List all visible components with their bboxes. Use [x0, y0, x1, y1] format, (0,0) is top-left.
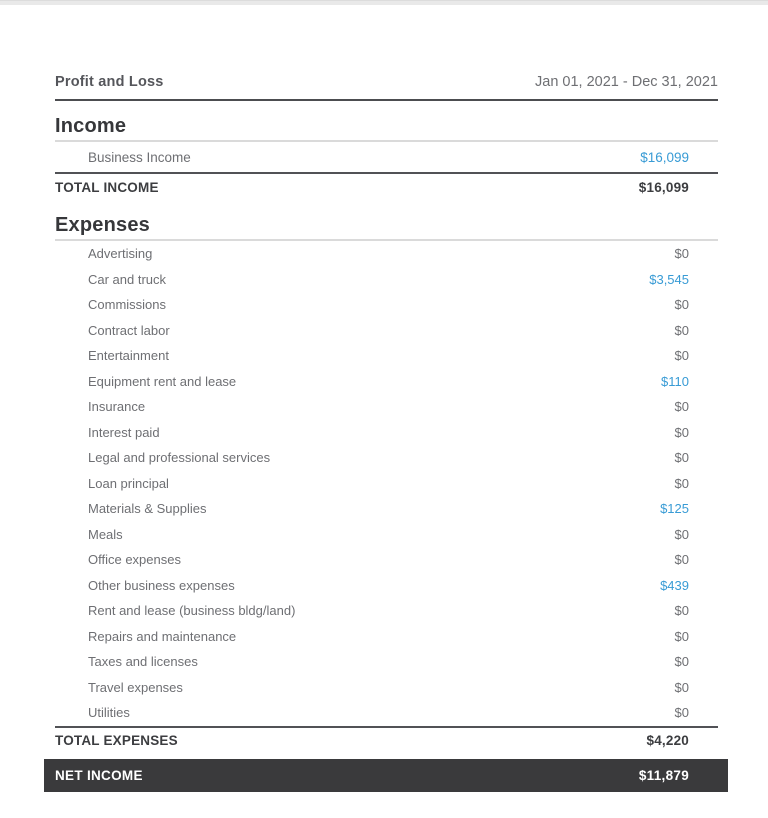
- row-amount-link[interactable]: $439: [660, 577, 689, 593]
- row-label: Materials & Supplies: [88, 501, 207, 517]
- row-amount: $0: [674, 628, 689, 644]
- row-label: Equipment rent and lease: [88, 373, 237, 389]
- row-label: Travel expenses: [88, 679, 183, 695]
- report-row: Travel expenses $0: [55, 675, 718, 701]
- report-title: Profit and Loss: [55, 74, 164, 90]
- row-amount: $0: [674, 424, 689, 440]
- top-strip: [0, 0, 768, 5]
- report-row: Meals $0: [55, 522, 718, 548]
- net-income-value: $11,879: [638, 767, 689, 783]
- expenses-section: Expenses Advertising $0 Car and truck $3,54…: [55, 214, 718, 754]
- report-row: Rent and lease (business bldg/land) $0: [55, 598, 718, 624]
- report-row: Equipment rent and lease $110: [55, 369, 718, 395]
- total-expenses-value: $4,220: [646, 733, 689, 748]
- row-amount: $0: [674, 450, 689, 466]
- report-row: Business Income $16,099: [55, 142, 718, 172]
- profit-and-loss-report: Profit and Loss Jan 01, 2021 - Dec 31, 2…: [0, 5, 768, 792]
- report-row: Legal and professional services $0: [55, 445, 718, 471]
- row-label: Office expenses: [88, 552, 181, 568]
- row-label: Other business expenses: [88, 577, 235, 593]
- row-label: Insurance: [88, 399, 146, 415]
- report-row: Office expenses $0: [55, 547, 718, 573]
- row-label: Repairs and maintenance: [88, 628, 237, 644]
- income-section-heading: Income: [55, 115, 718, 142]
- row-amount: $0: [674, 246, 689, 262]
- report-row: Other business expenses $439: [55, 573, 718, 599]
- row-amount: $0: [674, 348, 689, 364]
- report-row: Commissions $0: [55, 292, 718, 318]
- total-expenses-row: TOTAL EXPENSES $4,220: [55, 725, 718, 754]
- row-amount-link[interactable]: $110: [661, 373, 689, 389]
- row-label: Contract labor: [88, 322, 170, 338]
- report-row: Interest paid $0: [55, 420, 718, 446]
- row-label: Car and truck: [88, 271, 167, 287]
- report-row: Car and truck $3,545: [55, 267, 718, 293]
- row-label: Rent and lease (business bldg/land): [88, 603, 296, 619]
- report-row: Entertainment $0: [55, 343, 718, 369]
- row-amount-link[interactable]: $125: [660, 501, 689, 517]
- row-amount: $0: [674, 297, 689, 313]
- total-income-row: TOTAL INCOME $16,099: [55, 172, 718, 200]
- report-row: Materials & Supplies $125: [55, 496, 718, 522]
- row-amount-link[interactable]: $16,099: [640, 149, 689, 165]
- report-row: Repairs and maintenance $0: [55, 624, 718, 650]
- report-row: Contract labor $0: [55, 318, 718, 344]
- report-row: Loan principal $0: [55, 471, 718, 497]
- row-label: Advertising: [88, 246, 153, 262]
- row-amount: $0: [674, 322, 689, 338]
- net-income-bar: NET INCOME $11,879: [44, 758, 728, 792]
- row-amount: $0: [674, 603, 689, 619]
- expenses-rows: Advertising $0 Car and truck $3,545 Commissi…: [55, 241, 718, 726]
- report-row: Insurance $0: [55, 394, 718, 420]
- report-header: Profit and Loss Jan 01, 2021 - Dec 31, 2…: [55, 72, 718, 101]
- row-label: Commissions: [88, 297, 167, 313]
- row-amount: $0: [674, 654, 689, 670]
- row-label: Loan principal: [88, 475, 169, 491]
- report-date-range: Jan 01, 2021 - Dec 31, 2021: [535, 74, 718, 90]
- row-amount: $0: [674, 475, 689, 491]
- report-row: Taxes and licenses $0: [55, 649, 718, 675]
- row-amount: $0: [674, 679, 689, 695]
- expenses-section-heading: Expenses: [55, 214, 718, 241]
- report-row: Utilities $0: [55, 700, 718, 726]
- row-label: Business Income: [88, 149, 191, 165]
- row-amount: $0: [674, 552, 689, 568]
- row-label: Entertainment: [88, 348, 169, 364]
- total-income-label: TOTAL INCOME: [55, 179, 159, 195]
- row-amount: $0: [674, 526, 689, 542]
- row-label: Taxes and licenses: [88, 654, 198, 670]
- total-income-value: $16,099: [638, 179, 689, 195]
- net-income-label: NET INCOME: [55, 767, 143, 783]
- row-label: Meals: [88, 526, 123, 542]
- income-rows: Business Income $16,099: [55, 142, 718, 172]
- row-label: Interest paid: [88, 424, 160, 440]
- total-expenses-label: TOTAL EXPENSES: [55, 733, 178, 748]
- income-section: Income Business Income $16,099 TOTAL INCO…: [55, 115, 718, 200]
- row-amount: $0: [674, 399, 689, 415]
- row-amount-link[interactable]: $3,545: [649, 271, 689, 287]
- report-row: Advertising $0: [55, 241, 718, 267]
- row-label: Utilities: [88, 705, 130, 721]
- row-amount: $0: [674, 705, 689, 721]
- row-label: Legal and professional services: [88, 450, 271, 466]
